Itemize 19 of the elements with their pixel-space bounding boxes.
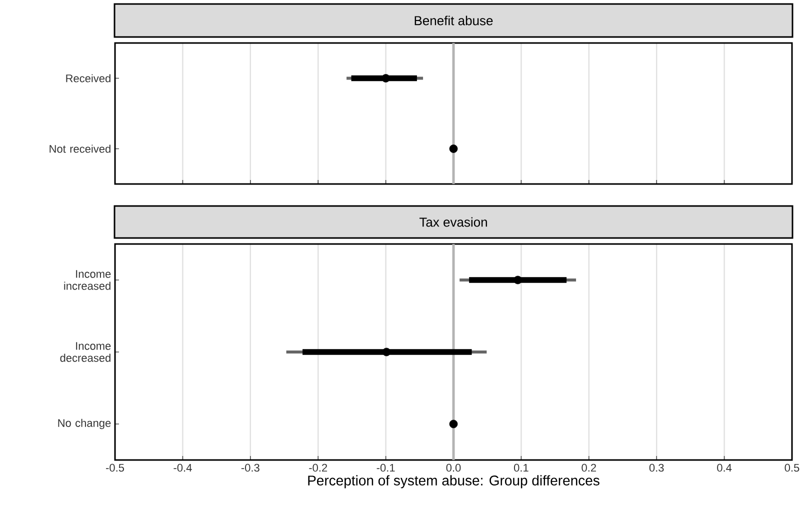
y-tick-label: Not received — [50, 144, 110, 153]
x-tick-label: 0.4 — [717, 464, 732, 472]
x-tick-label: -0.1 — [376, 464, 395, 472]
x-tick-label: -0.5 — [106, 464, 124, 472]
y-tick-label: Income decreased — [60, 342, 111, 362]
chart-title: Tax evasion — [419, 217, 487, 227]
x-tick-label: 0.2 — [582, 464, 596, 472]
y-tick-label: No change — [58, 418, 111, 430]
x-tick-label: 0.5 — [784, 464, 800, 472]
x-tick-label: 0.3 — [649, 464, 664, 472]
y-tick-label: Income increased — [64, 270, 111, 290]
y-tick-label: Received — [66, 74, 110, 82]
x-tick-label: -0.2 — [309, 464, 328, 472]
x-tick-label: 0.0 — [446, 464, 461, 472]
chart-title: Benefit abuse — [414, 16, 493, 26]
x-tick-label: -0.3 — [241, 464, 260, 472]
x-tick-label: -0.4 — [174, 464, 192, 472]
x-axis-title: Perception of system abuse: Group differences — [308, 475, 600, 488]
x-tick-label: 0.1 — [514, 464, 528, 472]
